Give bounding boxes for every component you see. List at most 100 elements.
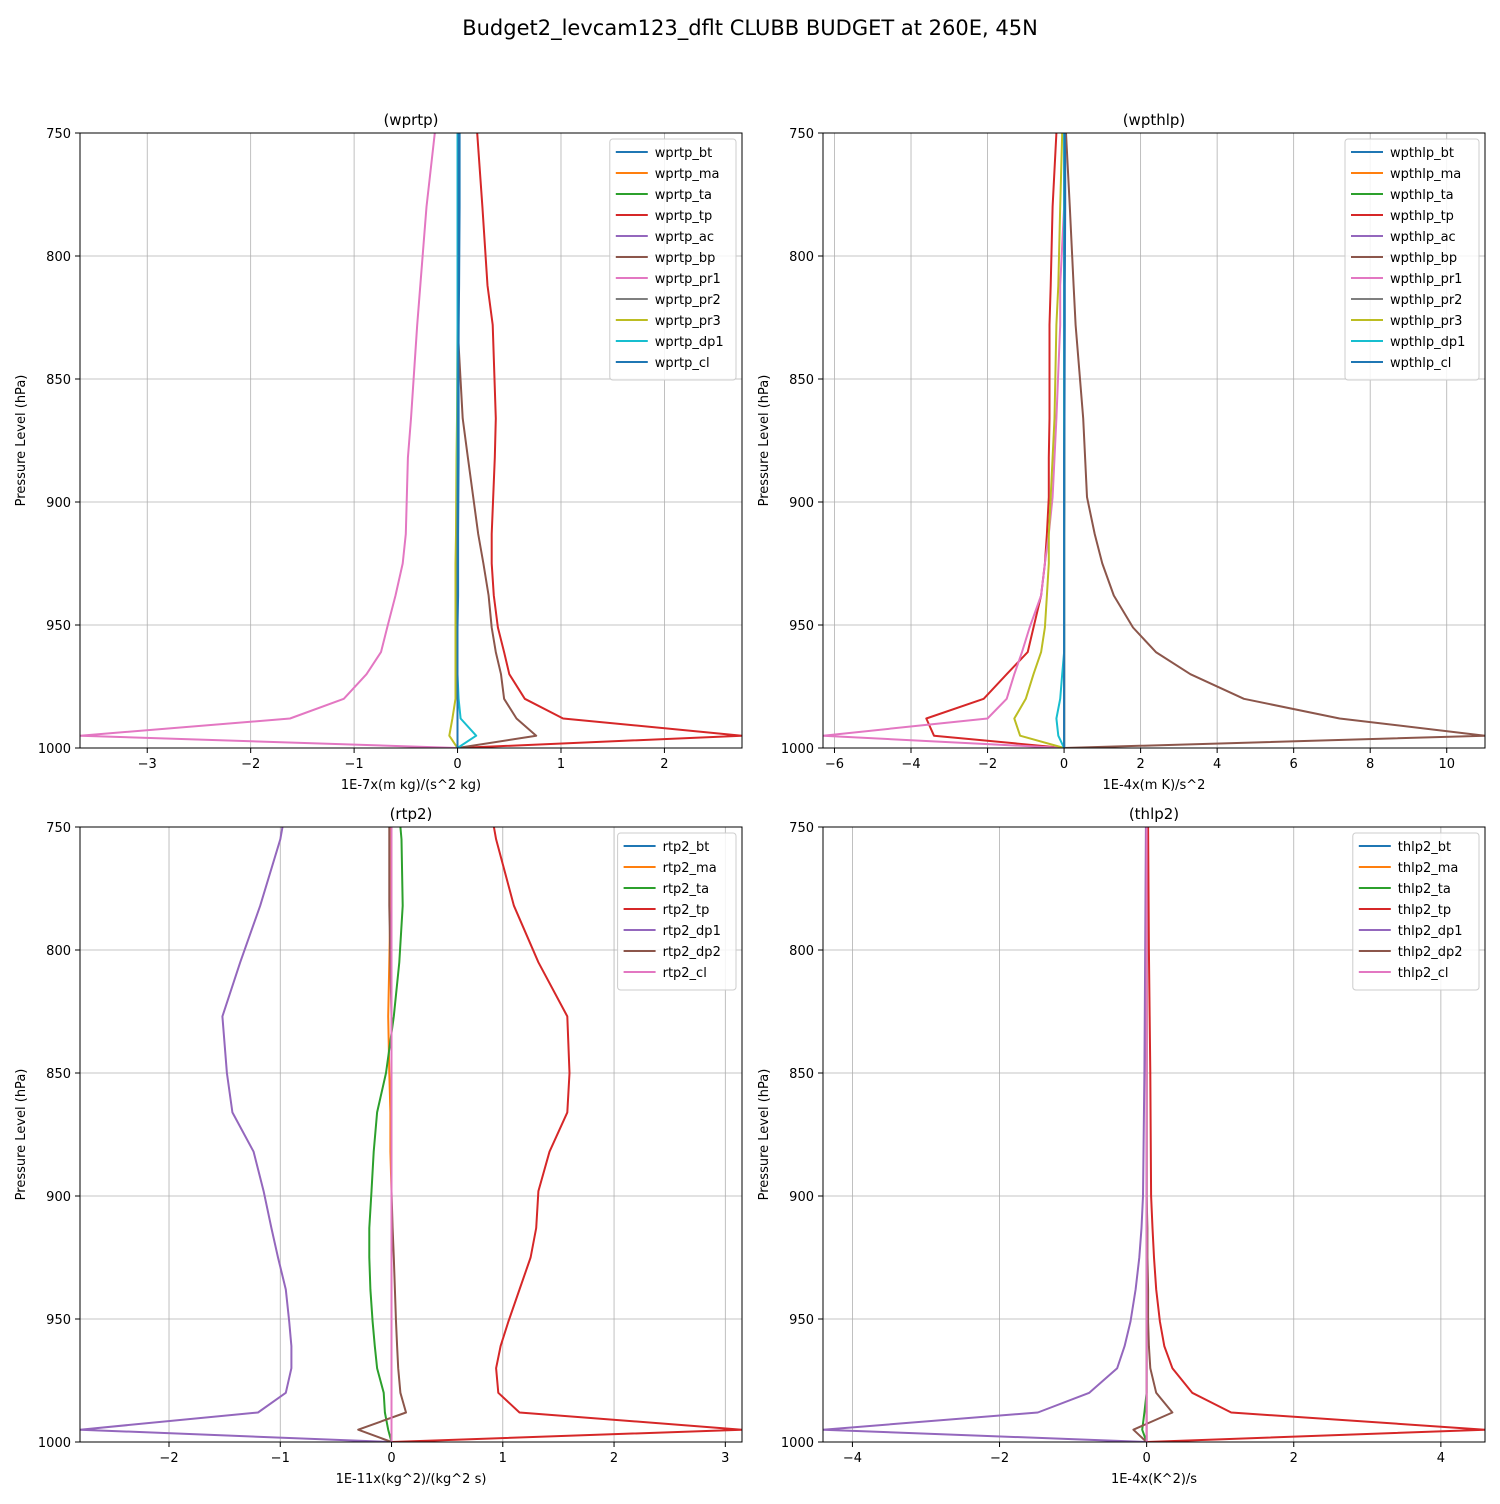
series-line-thlp2_dp1 (823, 827, 1147, 1442)
series-group (823, 133, 1485, 748)
y-tick-label: 850 (46, 373, 71, 388)
x-tick-label: −4 (843, 1451, 862, 1466)
series-line-wpthlp_tp (925, 133, 1065, 748)
x-tick-label: −1 (345, 757, 364, 772)
y-tick-label: 900 (46, 1190, 71, 1205)
x-tick-label: 4 (1213, 757, 1221, 772)
series-line-rtp2_dp1 (80, 827, 392, 1442)
legend-label: rtp2_bt (663, 840, 710, 855)
legend-label: thlp2_ma (1398, 861, 1459, 876)
series-group (823, 827, 1485, 1442)
y-tick-label: 800 (789, 250, 814, 265)
y-tick-label: 900 (789, 1190, 814, 1205)
y-tick-label: 750 (46, 821, 71, 836)
legend-label: wpthlp_ta (1390, 188, 1454, 203)
legend-label: wprtp_ac (655, 230, 714, 245)
x-tick-label: 2 (1136, 757, 1144, 772)
x-axis-label: 1E-11x(kg^2)/(kg^2 s) (336, 1472, 487, 1487)
legend: thlp2_bt thlp2_ma thlp2_ta thlp2_tp thlp2_dp… (1352, 832, 1480, 991)
y-tick-label: 950 (789, 619, 814, 634)
plot-frame (79, 132, 743, 749)
x-tick-label: 4 (1437, 1451, 1445, 1466)
x-tick-label: 0 (1060, 757, 1068, 772)
x-axis-label: 1E-4x(K^2)/s (1111, 1472, 1197, 1487)
x-tick-label: −2 (241, 757, 260, 772)
chart-1: −6 −4 −2 0 2 4 6 8 10 750 800 850 900 950 1000 (wpthlp)… (757, 111, 1486, 793)
x-axis-label: 1E-7x(m kg)/(s^2 kg) (341, 778, 481, 793)
x-tick-label: −2 (990, 1451, 1009, 1466)
chart-title: (wpthlp) (1123, 111, 1186, 129)
x-tick-label: 0 (1143, 1451, 1151, 1466)
x-tick-label: −2 (978, 757, 997, 772)
plot-frame (79, 826, 743, 1443)
legend-label: wprtp_ta (655, 188, 712, 203)
legend: rtp2_bt rtp2_ma rtp2_ta rtp2_tp rtp2_dp1 rtp2… (617, 832, 737, 991)
y-tick-label: 750 (789, 127, 814, 142)
legend-label: wprtp_bt (655, 146, 712, 161)
series-line-wprtp_bp (456, 133, 538, 748)
chart-title: (wprtp) (383, 111, 438, 129)
legend-label: wpthlp_ma (1390, 167, 1461, 182)
legend-label: wpthlp_pr2 (1390, 293, 1462, 308)
legend-label: rtp2_tp (663, 903, 710, 918)
series-line-wpthlp_cl (1063, 133, 1066, 748)
y-tick-label: 800 (789, 944, 814, 959)
x-tick-label: −4 (901, 757, 920, 772)
x-tick-label: 6 (1290, 757, 1298, 772)
legend-label: wpthlp_ac (1390, 230, 1456, 245)
y-tick-label: 1000 (781, 1436, 814, 1451)
x-tick-label: 10 (1438, 757, 1455, 772)
x-tick-label: 3 (721, 1451, 729, 1466)
y-tick-label: 950 (46, 619, 71, 634)
legend-label: rtp2_dp2 (663, 945, 721, 960)
legend-label: wprtp_pr1 (655, 272, 721, 287)
plot-frame (822, 132, 1486, 749)
y-tick-label: 750 (46, 127, 71, 142)
chart-title: (rtp2) (390, 805, 433, 823)
x-tick-label: 0 (387, 1451, 395, 1466)
series-line-rtp2_tp (391, 827, 742, 1442)
x-tick-label: 1 (557, 757, 565, 772)
legend-label: wprtp_pr2 (655, 293, 721, 308)
legend-label: thlp2_bt (1398, 840, 1451, 855)
series-line-thlp2_tp (1146, 827, 1485, 1442)
chart-3: −4 −2 0 2 4 750 800 850 900 950 1000 (thlp2) 1E-4x(K… (757, 805, 1486, 1487)
y-tick-label: 900 (46, 496, 71, 511)
chart-0: −3 −2 −1 0 1 2 750 800 850 900 950 1000 (wprtp) 1E-7x… (14, 111, 743, 793)
series-line-wpthlp_pr3 (1013, 133, 1065, 748)
legend-label: wprtp_dp1 (655, 335, 724, 350)
series-line-rtp2_ta (368, 827, 404, 1442)
x-tick-label: 0 (453, 757, 461, 772)
series-line-wpthlp_bp (1064, 133, 1485, 748)
legend-label: wpthlp_pr3 (1390, 314, 1462, 329)
y-tick-label: 1000 (38, 1436, 71, 1451)
legend-label: wprtp_pr3 (655, 314, 721, 329)
y-tick-label: 1000 (781, 742, 814, 757)
legend-label: rtp2_ma (663, 861, 717, 876)
legend-label: rtp2_cl (663, 966, 707, 981)
legend: wprtp_bt wprtp_ma wprtp_ta wprtp_tp wprtp_ac… (609, 138, 737, 381)
chart-2: −2 −1 0 1 2 3 750 800 850 900 950 1000 (rtp2) 1E-11x(… (14, 805, 743, 1487)
series-line-wprtp_pr3 (448, 133, 459, 748)
legend-label: wpthlp_bt (1390, 146, 1454, 161)
series-line-wprtp_cl (456, 133, 460, 748)
x-tick-label: 2 (610, 1451, 618, 1466)
y-tick-label: 750 (789, 821, 814, 836)
legend-label: wpthlp_dp1 (1390, 335, 1465, 350)
legend-label: thlp2_cl (1398, 966, 1449, 981)
figure-title: Budget2_levcam123_dflt CLUBB BUDGET at 2… (462, 16, 1038, 40)
plot-frame (822, 826, 1486, 1443)
series-group (80, 827, 742, 1442)
y-axis-label: Pressure Level (hPa) (14, 375, 29, 507)
legend-label: thlp2_tp (1398, 903, 1451, 918)
legend-label: thlp2_dp1 (1398, 924, 1463, 939)
legend-label: wpthlp_tp (1390, 209, 1454, 224)
x-tick-label: −6 (825, 757, 844, 772)
y-tick-label: 900 (789, 496, 814, 511)
legend-label: wpthlp_bp (1390, 251, 1457, 266)
legend-label: thlp2_ta (1398, 882, 1451, 897)
legend-label: wprtp_cl (655, 356, 710, 371)
legend-label: wprtp_bp (655, 251, 716, 266)
